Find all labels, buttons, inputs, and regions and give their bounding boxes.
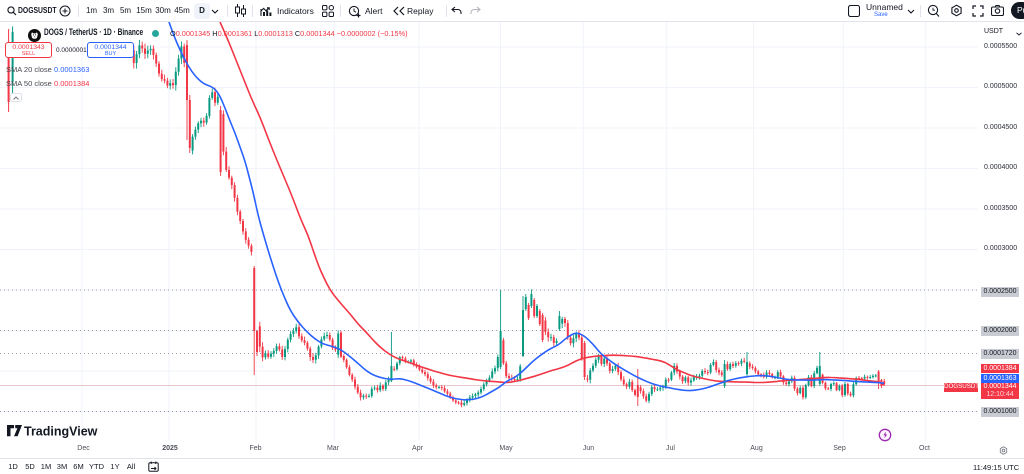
svg-text:TradingView: TradingView (24, 425, 98, 439)
